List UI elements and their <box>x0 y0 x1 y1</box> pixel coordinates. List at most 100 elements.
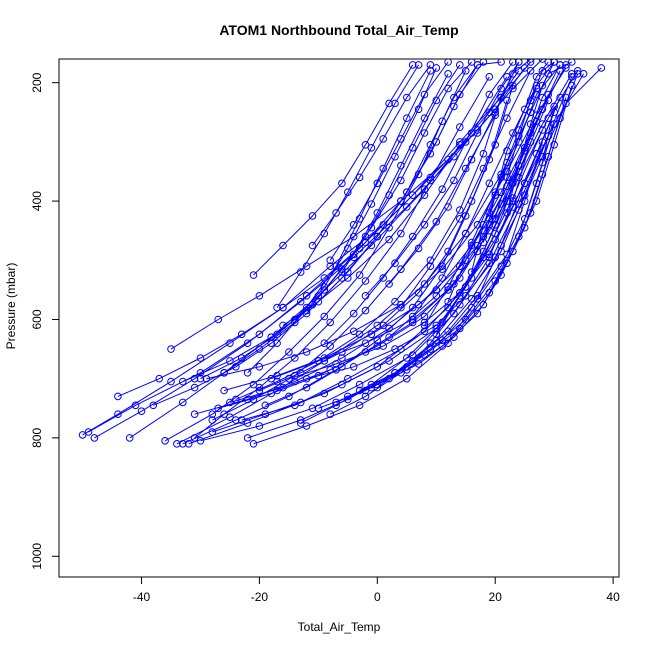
data-point <box>538 138 547 146</box>
data-point <box>538 120 547 128</box>
x-tick-label: 20 <box>489 590 503 604</box>
series-line <box>247 70 431 374</box>
data-point <box>355 215 364 223</box>
data-point <box>320 312 329 321</box>
data-point <box>456 141 464 149</box>
data-point <box>349 253 358 262</box>
data-point <box>279 241 287 250</box>
data-point <box>190 410 199 419</box>
data-point <box>432 64 441 72</box>
data-point <box>208 410 217 419</box>
data-point <box>509 247 517 256</box>
data-point <box>456 300 464 309</box>
data-point <box>403 203 411 211</box>
data-point <box>361 339 370 348</box>
y-tick-label: 800 <box>30 428 44 448</box>
data-point <box>420 321 429 330</box>
data-point <box>226 413 234 422</box>
data-point <box>367 223 376 232</box>
data-point <box>296 297 305 306</box>
data-point <box>520 64 529 72</box>
data-point <box>373 380 382 389</box>
data-point <box>450 333 458 342</box>
data-point <box>414 360 423 368</box>
data-point <box>467 241 476 250</box>
series-line <box>494 61 555 219</box>
data-point <box>379 164 388 173</box>
data-point <box>497 84 505 93</box>
data-point <box>344 244 352 253</box>
data-point <box>479 164 488 173</box>
data-point <box>532 111 541 119</box>
data-point <box>473 129 482 137</box>
data-point <box>532 84 541 93</box>
data-point <box>485 250 494 259</box>
data-point <box>515 161 523 170</box>
data-point <box>461 138 470 146</box>
series-line <box>253 112 555 445</box>
data-point <box>344 395 352 404</box>
data-point <box>526 59 535 66</box>
data-point <box>461 292 470 300</box>
data-point <box>361 277 370 285</box>
data-point <box>391 152 399 161</box>
data-point <box>255 383 264 392</box>
data-point <box>509 194 517 202</box>
data-point <box>397 303 405 312</box>
data-point <box>308 300 317 309</box>
data-point <box>296 419 305 427</box>
data-point <box>497 188 505 196</box>
data-point <box>467 59 476 66</box>
data-point <box>314 357 323 365</box>
data-point <box>391 345 399 353</box>
data-point <box>373 321 382 330</box>
data-point <box>473 292 482 300</box>
data-point <box>438 262 447 271</box>
data-point <box>497 59 505 66</box>
data-point <box>515 200 523 208</box>
data-point <box>385 357 393 365</box>
data-point <box>326 318 335 327</box>
data-point <box>532 179 541 188</box>
data-point <box>438 185 447 193</box>
data-point <box>190 383 199 392</box>
data-point <box>509 203 517 211</box>
data-point <box>473 61 482 69</box>
data-point <box>367 330 376 339</box>
data-point <box>426 262 435 271</box>
data-point <box>373 336 382 345</box>
data-point <box>403 354 411 362</box>
data-point <box>279 383 287 392</box>
data-point <box>273 371 281 380</box>
series-line <box>229 70 579 403</box>
data-point <box>291 371 299 380</box>
data-point <box>432 336 441 345</box>
data-point <box>338 348 346 356</box>
data-point <box>408 144 417 152</box>
data-point <box>373 179 382 188</box>
data-point <box>520 191 529 199</box>
data-point <box>438 274 447 282</box>
data-point <box>461 315 470 324</box>
chart-title: ATOM1 Northbound Total_Air_Temp <box>219 22 458 38</box>
data-point <box>320 354 329 362</box>
data-point <box>473 247 482 256</box>
data-point <box>538 152 547 161</box>
series-line <box>506 61 555 214</box>
data-point <box>526 96 535 105</box>
data-point <box>497 93 505 102</box>
data-point <box>226 339 234 348</box>
data-point <box>573 70 582 78</box>
data-point <box>291 318 299 327</box>
data-point <box>491 141 500 149</box>
data-point <box>503 250 511 259</box>
data-point <box>237 330 246 339</box>
data-point <box>485 253 494 262</box>
data-point <box>568 73 576 81</box>
data-point <box>397 161 405 170</box>
data-point <box>302 262 311 271</box>
data-point <box>503 114 511 122</box>
data-point <box>385 235 393 244</box>
data-point <box>485 179 494 188</box>
